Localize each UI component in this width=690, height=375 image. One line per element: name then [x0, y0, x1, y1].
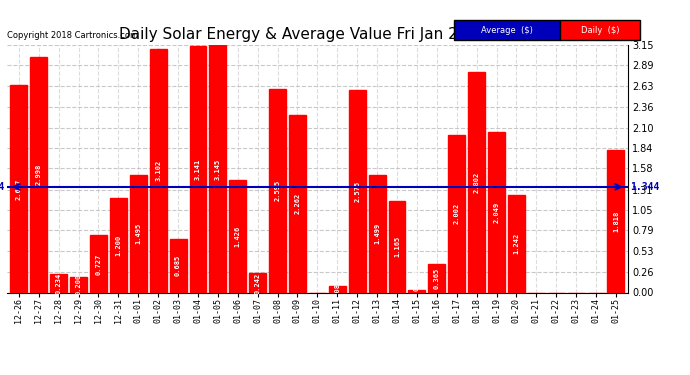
Text: 0.727: 0.727 [95, 254, 101, 274]
Text: 0.365: 0.365 [434, 267, 440, 289]
Text: 1.818: 1.818 [613, 210, 619, 232]
Text: Copyright 2018 Cartronics.com: Copyright 2018 Cartronics.com [7, 31, 138, 40]
Bar [10, 85, 28, 292]
Bar [448, 135, 465, 292]
Text: Average  ($): Average ($) [481, 26, 533, 34]
Text: 2.637: 2.637 [16, 178, 22, 200]
Text: 0.200: 0.200 [75, 274, 81, 295]
Text: 1.242: 1.242 [513, 233, 520, 254]
Text: 2.998: 2.998 [36, 164, 42, 185]
Text: 2.002: 2.002 [454, 203, 460, 225]
Bar [249, 273, 266, 292]
Bar [388, 201, 406, 292]
Bar [329, 286, 346, 292]
Bar [50, 274, 67, 292]
Text: 0.234: 0.234 [56, 273, 61, 294]
Text: 0.030: 0.030 [414, 270, 420, 291]
Bar [70, 277, 87, 292]
Bar [130, 175, 147, 292]
Bar [488, 132, 505, 292]
Text: Daily  ($): Daily ($) [581, 26, 619, 34]
Text: 1.344: 1.344 [630, 182, 659, 192]
Title: Daily Solar Energy & Average Value Fri Jan 26 16:50: Daily Solar Energy & Average Value Fri J… [119, 27, 516, 42]
Text: 0.685: 0.685 [175, 255, 181, 276]
Text: 3.141: 3.141 [195, 159, 201, 180]
Bar [110, 198, 127, 292]
Bar [428, 264, 445, 292]
Text: 3.145: 3.145 [215, 158, 221, 180]
Text: 1.344: 1.344 [0, 182, 5, 192]
Text: 0.242: 0.242 [255, 272, 261, 294]
Bar [170, 238, 186, 292]
Text: 3.102: 3.102 [155, 160, 161, 181]
Text: 2.262: 2.262 [295, 193, 301, 214]
Bar [508, 195, 525, 292]
Text: 1.495: 1.495 [135, 223, 141, 245]
Bar [469, 72, 485, 292]
Bar [269, 88, 286, 292]
Bar [229, 180, 246, 292]
Bar [289, 115, 306, 292]
Bar [150, 49, 166, 292]
FancyBboxPatch shape [560, 20, 640, 40]
Text: 1.426: 1.426 [235, 226, 241, 247]
Bar [607, 150, 624, 292]
FancyBboxPatch shape [454, 20, 560, 40]
Text: 1.200: 1.200 [115, 235, 121, 256]
Bar [190, 46, 206, 292]
Bar [210, 45, 226, 292]
Text: 2.802: 2.802 [473, 172, 480, 193]
Bar [90, 236, 107, 292]
Bar [368, 175, 386, 292]
Bar [30, 57, 47, 292]
Text: 2.049: 2.049 [493, 201, 500, 223]
Text: 1.165: 1.165 [394, 236, 400, 257]
Text: 0.088: 0.088 [334, 278, 340, 300]
Text: 2.595: 2.595 [275, 180, 281, 201]
Text: 2.575: 2.575 [354, 181, 360, 202]
Bar [348, 90, 366, 292]
Text: 1.499: 1.499 [374, 223, 380, 244]
Bar [408, 290, 425, 292]
